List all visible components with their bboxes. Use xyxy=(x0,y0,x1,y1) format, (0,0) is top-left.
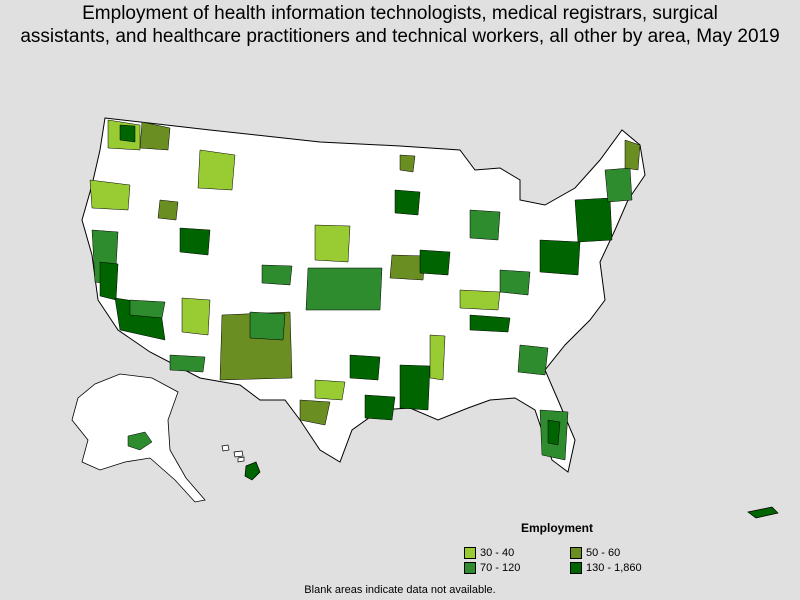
legend-swatch xyxy=(570,547,582,559)
legend-item-50-60: 50 - 60 xyxy=(570,547,620,559)
legend-swatch xyxy=(464,562,476,574)
legend-title: Employment xyxy=(521,521,594,535)
legend-item-70-120: 70 - 120 xyxy=(464,562,520,574)
shaded-areas xyxy=(89,119,641,461)
legend-label: 130 - 1,860 xyxy=(586,562,642,574)
alaska-shaded-area xyxy=(127,431,153,451)
title-line-2: assistants, and healthcare practitioners… xyxy=(20,26,780,47)
footnote: Blank areas indicate data not available. xyxy=(304,584,496,596)
map-title: Employment of health information technol… xyxy=(0,2,800,48)
hawaii-islands xyxy=(221,444,261,481)
legend-swatch xyxy=(570,562,582,574)
legend-swatch xyxy=(464,547,476,559)
legend-item-130-1860: 130 - 1,860 xyxy=(570,562,642,574)
legend-label: 70 - 120 xyxy=(480,562,521,574)
title-line-1: Employment of health information technol… xyxy=(82,3,718,24)
legend-label: 30 - 40 xyxy=(480,547,515,559)
legend-label: 50 - 60 xyxy=(586,547,621,559)
legend-item-30-40: 30 - 40 xyxy=(464,547,514,559)
puerto-rico-region xyxy=(747,506,779,519)
